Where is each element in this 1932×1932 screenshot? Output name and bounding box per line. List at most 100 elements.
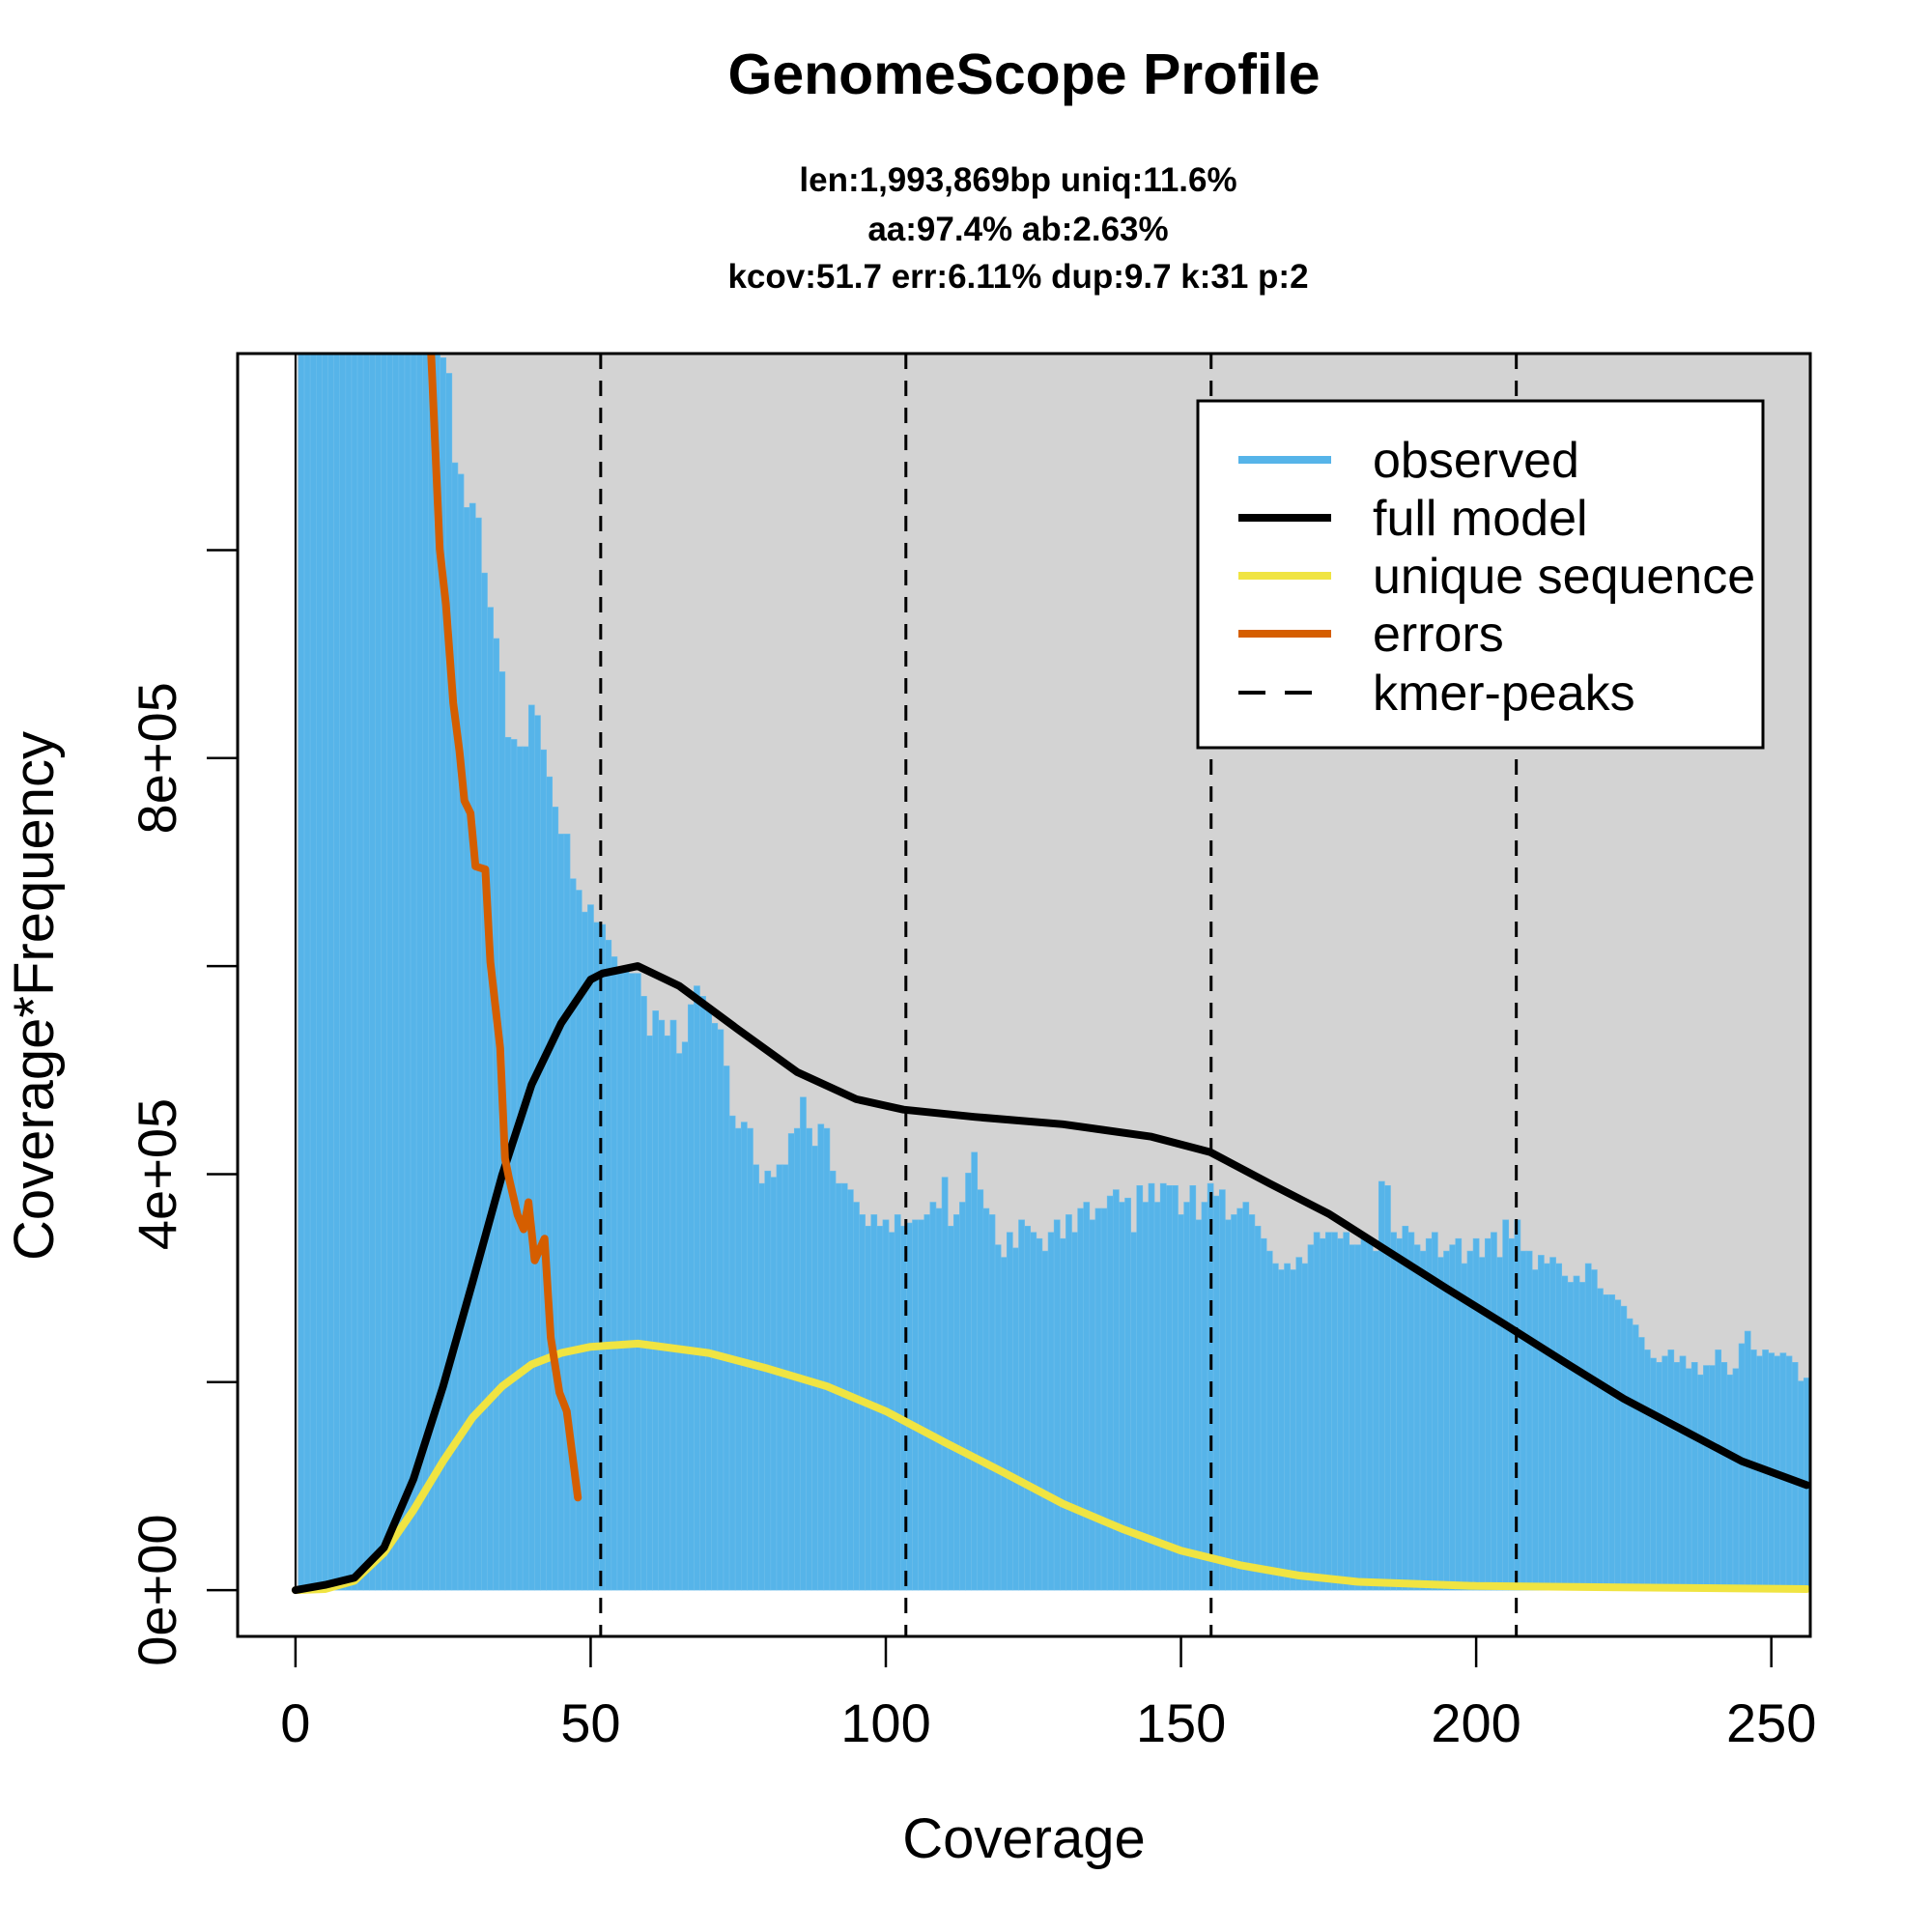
observed-bar bbox=[1461, 1263, 1468, 1591]
observed-bar bbox=[1643, 1350, 1651, 1591]
observed-bar bbox=[806, 1127, 812, 1591]
observed-bar bbox=[1089, 1219, 1096, 1591]
observed-bar bbox=[1715, 1350, 1722, 1591]
observed-bar bbox=[1709, 1365, 1716, 1591]
observed-bar bbox=[1012, 1247, 1019, 1591]
observed-bar bbox=[1584, 1263, 1592, 1591]
observed-bar bbox=[1236, 1208, 1244, 1591]
observed-bar bbox=[1502, 1219, 1510, 1591]
observed-bar bbox=[988, 1214, 996, 1591]
observed-bar bbox=[1225, 1219, 1232, 1591]
unique-sequence-line bbox=[291, 1339, 1810, 1595]
observed-bar bbox=[1620, 1305, 1628, 1591]
observed-bar bbox=[1720, 1362, 1728, 1591]
observed-bar bbox=[1094, 1208, 1102, 1591]
observed-bar bbox=[664, 1035, 671, 1591]
observed-bar bbox=[941, 1177, 949, 1591]
observed-bar bbox=[1036, 1237, 1043, 1591]
observed-bar bbox=[912, 1219, 919, 1591]
observed-bar bbox=[1172, 1184, 1179, 1591]
observed-bar bbox=[1047, 1232, 1055, 1591]
observed-bar bbox=[1419, 1250, 1427, 1591]
observed-bar bbox=[1142, 1202, 1150, 1591]
observed-bar bbox=[1549, 1257, 1556, 1591]
observed-bar bbox=[1024, 1225, 1032, 1591]
observed-bar bbox=[1313, 1232, 1321, 1591]
observed-bar bbox=[1407, 1232, 1415, 1591]
observed-bar bbox=[1667, 1350, 1675, 1591]
observed-bar bbox=[793, 1127, 801, 1591]
observed-bar bbox=[705, 1010, 713, 1591]
observed-bar bbox=[1679, 1355, 1687, 1591]
legend-item: observed bbox=[1238, 433, 1579, 489]
observed-bar bbox=[1189, 1184, 1197, 1591]
observed-bar bbox=[457, 473, 465, 1591]
observed-bar bbox=[1360, 1237, 1368, 1591]
observed-bar bbox=[723, 1065, 730, 1591]
observed-bar bbox=[1100, 1208, 1108, 1591]
observed-bar bbox=[1472, 1237, 1480, 1591]
observed-bar bbox=[1231, 1214, 1237, 1591]
observed-bar bbox=[1201, 1202, 1208, 1591]
observed-bar bbox=[1248, 1214, 1256, 1591]
observed-bar bbox=[1608, 1294, 1616, 1591]
observed-bar bbox=[646, 1035, 653, 1591]
observed-bar bbox=[1732, 1368, 1740, 1591]
observed-bar bbox=[1106, 1195, 1114, 1591]
observed-bar bbox=[829, 1170, 837, 1591]
observed-bar bbox=[817, 1123, 825, 1591]
observed-bar bbox=[1254, 1225, 1262, 1591]
observed-bar bbox=[965, 1173, 972, 1591]
y-axis-label: Coverage*Frequency bbox=[3, 731, 66, 1261]
observed-bar bbox=[1443, 1250, 1450, 1591]
legend-item: kmer-peaks bbox=[1238, 666, 1635, 722]
axes: 0 50 100 150 200 250 0e+00 4e+05 8e+05 bbox=[127, 549, 1816, 1753]
observed-bar bbox=[1637, 1337, 1645, 1591]
observed-bar bbox=[1390, 1232, 1397, 1591]
observed-bar bbox=[1632, 1324, 1639, 1591]
observed-bar bbox=[652, 1010, 660, 1591]
observed-bar bbox=[1567, 1282, 1575, 1591]
x-tick-label: 250 bbox=[1726, 1692, 1816, 1753]
observed-bar bbox=[1148, 1182, 1155, 1591]
legend-label: kmer-peaks bbox=[1373, 666, 1635, 722]
legend-label: observed bbox=[1373, 433, 1579, 489]
observed-bar bbox=[823, 1127, 831, 1591]
subtitle-line-3: kcov:51.7 err:6.11% dup:9.7 k:31 p:2 bbox=[727, 258, 1308, 296]
observed-bar bbox=[1726, 1374, 1734, 1591]
observed-bar bbox=[982, 1208, 990, 1591]
observed-bar bbox=[1271, 1263, 1279, 1591]
observed-bar bbox=[1366, 1237, 1374, 1591]
observed-bar bbox=[1496, 1257, 1503, 1591]
observed-bar bbox=[634, 973, 641, 1591]
observed-bar bbox=[1278, 1269, 1285, 1591]
observed-bar bbox=[1413, 1244, 1421, 1591]
observed-bar bbox=[510, 739, 518, 1591]
legend-label: full model bbox=[1373, 491, 1588, 547]
x-tick-label: 100 bbox=[840, 1692, 930, 1753]
observed-bar bbox=[540, 749, 547, 1591]
observed-bar bbox=[906, 1222, 913, 1591]
observed-bar bbox=[1520, 1250, 1527, 1591]
observed-bar bbox=[1083, 1202, 1091, 1591]
observed-bar bbox=[445, 373, 453, 1591]
observed-bar bbox=[1307, 1244, 1315, 1591]
observed-bar bbox=[487, 607, 494, 1591]
observed-bar bbox=[1030, 1232, 1037, 1591]
observed-bar bbox=[747, 1127, 753, 1591]
observed-bar bbox=[622, 970, 630, 1591]
y-tick-label: 8e+05 bbox=[127, 682, 187, 834]
observed-bar bbox=[675, 1053, 683, 1591]
observed-bar bbox=[952, 1214, 960, 1591]
observed-bar bbox=[959, 1202, 966, 1591]
observed-bar bbox=[1703, 1365, 1710, 1591]
observed-bar bbox=[1053, 1219, 1061, 1591]
observed-bar bbox=[1153, 1202, 1161, 1591]
observed-bar bbox=[1437, 1257, 1444, 1591]
observed-bar bbox=[1290, 1269, 1297, 1591]
x-tick-label: 150 bbox=[1136, 1692, 1226, 1753]
observed-bar bbox=[1372, 1250, 1379, 1591]
observed-bar bbox=[1000, 1257, 1008, 1591]
